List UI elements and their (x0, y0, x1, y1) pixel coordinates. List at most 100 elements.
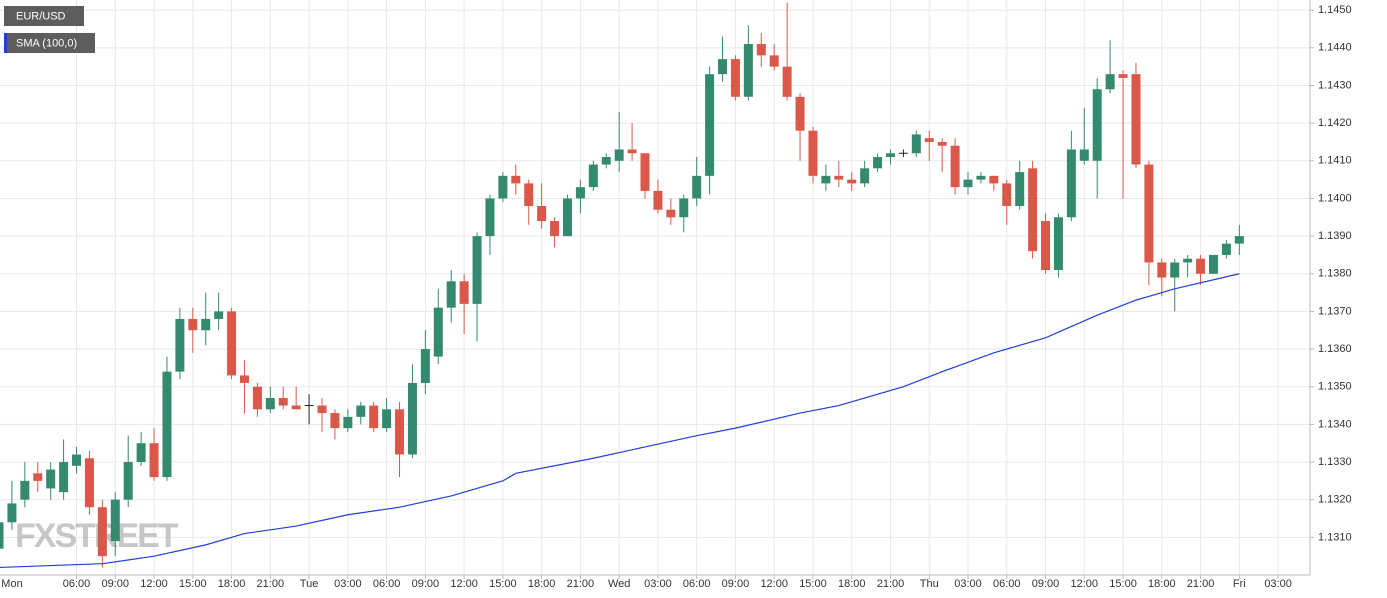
candle-body (562, 198, 572, 237)
y-tick-label: 1.1380 (1318, 268, 1352, 280)
x-tick-label: 18:00 (1148, 578, 1176, 590)
x-tick-label: 09:00 (722, 578, 750, 590)
candle-body (1131, 74, 1141, 165)
x-tick-label: 18:00 (838, 578, 866, 590)
candle-body (0, 522, 4, 549)
candle-body (1066, 149, 1076, 218)
candle-body (46, 469, 56, 489)
candle-body (162, 371, 172, 478)
candle-body (84, 458, 94, 508)
candle-body (59, 462, 69, 493)
x-tick-label: 06:00 (683, 578, 711, 590)
legend-swatch (4, 33, 7, 53)
x-tick-label: 12:00 (760, 578, 788, 590)
candle-body (1208, 254, 1218, 274)
y-tick-label: 1.1410 (1318, 155, 1352, 167)
candle-body (640, 153, 650, 191)
candle-body (743, 44, 753, 97)
candle-body (1092, 89, 1102, 161)
candle-body (201, 318, 211, 331)
candle-body (575, 187, 585, 199)
candle-body (72, 454, 82, 466)
candle-body (291, 405, 301, 410)
candle-body (446, 281, 456, 308)
candle-body (459, 281, 469, 304)
candle-body (1015, 172, 1025, 206)
candle-body (382, 409, 392, 429)
y-tick-label: 1.1400 (1318, 192, 1352, 204)
candle-body (550, 221, 560, 237)
candle-body (524, 183, 534, 206)
candle-body (97, 507, 107, 557)
candle-body (407, 382, 417, 455)
candle-body (1183, 258, 1193, 263)
x-tick-label: Fri (1233, 578, 1246, 590)
candle-body (885, 153, 895, 158)
x-tick-label: 03:00 (1264, 578, 1292, 590)
candle-body (601, 157, 611, 165)
candle-body (692, 175, 702, 199)
candle-body (511, 175, 521, 184)
candle-body (304, 405, 314, 407)
x-tick-label: 21:00 (257, 578, 285, 590)
x-tick-label: Tue (300, 578, 319, 590)
candle-body (485, 198, 495, 237)
candle-body (769, 55, 779, 67)
candle-body (976, 175, 986, 180)
candle-body (498, 175, 508, 199)
x-tick-label: 21:00 (567, 578, 595, 590)
candle-body (239, 375, 249, 383)
y-tick-label: 1.1360 (1318, 343, 1352, 355)
x-tick-label: 21:00 (1187, 578, 1215, 590)
y-tick-label: 1.1370 (1318, 305, 1352, 317)
candle-body (963, 179, 973, 188)
x-tick-label: 18:00 (528, 578, 556, 590)
candle-body (847, 179, 857, 184)
candle-body (214, 311, 224, 319)
candle-body (679, 198, 689, 218)
candle-body (653, 190, 663, 210)
x-tick-label: 06:00 (993, 578, 1021, 590)
candle-body (1002, 183, 1012, 206)
candle-body (614, 149, 624, 161)
x-tick-label: 12:00 (450, 578, 478, 590)
candle-body (123, 462, 133, 500)
candle-body (834, 175, 844, 180)
candle-body (7, 503, 17, 523)
candle-body (782, 66, 792, 97)
candle-body (873, 157, 883, 169)
plot (0, 2, 1244, 569)
x-tick-label: 18:00 (218, 578, 246, 590)
candle-body (1041, 221, 1051, 270)
candle-body (33, 473, 43, 481)
y-tick-label: 1.1350 (1318, 381, 1352, 393)
x-tick-label: 09:00 (102, 578, 130, 590)
candle-body (937, 141, 947, 146)
candle-body (666, 209, 676, 218)
candle-body (278, 398, 288, 406)
candle-body (1170, 262, 1180, 278)
y-tick-label: 1.1340 (1318, 418, 1352, 430)
line (0, 273, 1240, 569)
legend-label: EUR/USD (16, 10, 66, 22)
candle-body (808, 130, 818, 176)
candle-body (1053, 217, 1063, 270)
candle-body (317, 405, 327, 414)
candle-body (110, 499, 120, 542)
candle-body (395, 409, 405, 455)
y-tick-label: 1.1390 (1318, 230, 1352, 242)
candle-body (420, 349, 430, 383)
candle-body (472, 236, 482, 304)
x-tick-label: Mon (1, 578, 22, 590)
x-tick-label: Wed (608, 578, 630, 590)
y-tick-label: 1.1320 (1318, 494, 1352, 506)
candle-body (1157, 262, 1167, 278)
x-tick-label: 09:00 (1032, 578, 1060, 590)
x-tick-label: 15:00 (489, 578, 517, 590)
candle-body (898, 152, 908, 154)
x-tick-label: 12:00 (140, 578, 168, 590)
legend-box (4, 33, 95, 53)
y-tick-label: 1.1440 (1318, 42, 1352, 54)
candle-body (705, 74, 715, 176)
candle-body (1105, 74, 1115, 90)
